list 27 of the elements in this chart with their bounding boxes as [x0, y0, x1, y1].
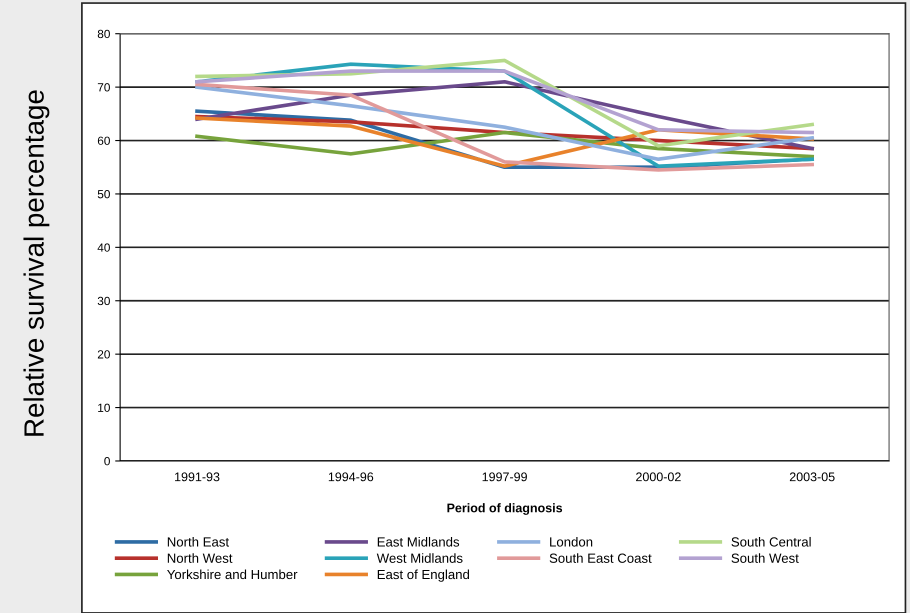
y-tick-label: 50 — [98, 190, 110, 198]
legend-label: London — [550, 536, 592, 547]
y-tick-label: 40 — [98, 243, 110, 252]
y-tick-label: 80 — [98, 30, 110, 38]
legend-label: South Central — [731, 536, 811, 547]
legend-label: South West — [731, 553, 799, 563]
legend-label: East of England — [378, 569, 470, 582]
y-tick-label: 70 — [98, 83, 110, 92]
y-tick-label: 0 — [104, 457, 110, 466]
legend-label: Yorkshire and Humber — [167, 569, 298, 580]
x-axis-title: Period of diagnosis — [447, 503, 562, 515]
x-tick-label: 1997-99 — [482, 472, 527, 482]
y-tick-label: 10 — [98, 404, 110, 412]
line-series — [195, 69, 814, 134]
y-tick-label: 20 — [98, 350, 110, 359]
legend-label: North East — [168, 536, 229, 547]
x-tick-label: 2003-05 — [790, 472, 835, 482]
legend-label: North West — [168, 553, 232, 563]
legend-label: West Midlands — [376, 553, 463, 563]
y-axis-title: Relative survival percentage — [23, 90, 50, 436]
legend-label: East Midlands — [378, 536, 460, 547]
y-tick-label: 60 — [98, 136, 110, 145]
x-tick-label: 2000-02 — [636, 472, 681, 482]
x-tick-label: 1991-93 — [175, 472, 220, 482]
x-tick-label: 1994-96 — [328, 472, 374, 482]
y-tick-label: 30 — [98, 296, 110, 306]
legend-label: South East Coast — [550, 553, 652, 563]
